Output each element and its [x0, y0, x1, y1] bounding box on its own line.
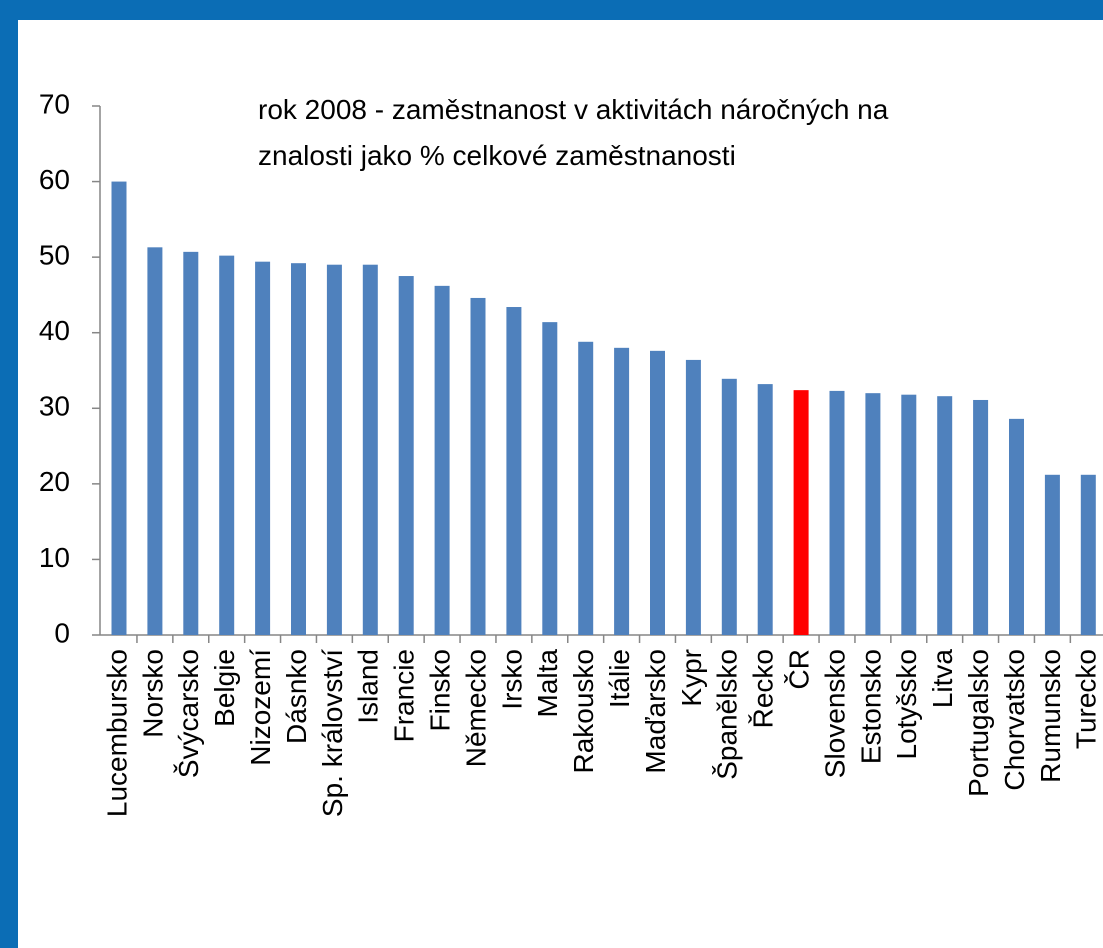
x-tick-label: Německo — [460, 649, 491, 767]
x-tick-label: Litva — [927, 649, 958, 709]
x-tick-label: ČR — [783, 649, 814, 689]
title-line: znalosti jako % celkové zaměstnanosti — [258, 140, 736, 171]
chart-title: rok 2008 - zaměstnanost v aktivitách nár… — [258, 94, 889, 171]
bar — [542, 322, 558, 635]
x-tick-label: Estonsko — [855, 649, 886, 764]
x-tick-label: Chorvatsko — [999, 649, 1030, 791]
x-tick-label: Itálie — [604, 649, 635, 708]
bar — [1080, 474, 1096, 635]
x-tick-label: Maďarsko — [640, 649, 671, 774]
x-tick-label: Slovensko — [819, 649, 850, 778]
bar — [1044, 474, 1060, 635]
x-tick-label: Belgie — [209, 649, 240, 727]
y-tick-label: 10 — [39, 542, 70, 573]
y-tick-label: 40 — [39, 315, 70, 346]
x-tick-label: Francie — [389, 649, 420, 742]
bar — [362, 264, 378, 635]
bar — [291, 263, 306, 635]
bar — [398, 276, 414, 635]
x-tick-label: Finsko — [424, 649, 455, 731]
y-tick-label: 30 — [39, 391, 70, 422]
x-tick-label: Lucembursko — [101, 649, 132, 817]
y-tick-label: 0 — [54, 617, 70, 648]
y-tick-label: 20 — [39, 466, 70, 497]
x-tick-label: Malta — [532, 649, 563, 718]
bar — [614, 347, 630, 635]
x-tick-label: Sp. království — [317, 649, 348, 817]
bar — [111, 181, 127, 636]
bar — [434, 285, 450, 635]
x-tick-label: Turecko — [1071, 649, 1102, 749]
y-tick-label: 60 — [39, 164, 70, 195]
y-tick-label: 50 — [39, 240, 70, 271]
x-tick-label: Kypr — [676, 649, 707, 707]
plot: 0 10 20 30 40 50 60 70 Lucembursko Norsko Švýcarsk… — [39, 88, 1103, 817]
bar — [721, 378, 737, 635]
bar — [973, 399, 989, 635]
bar — [219, 255, 235, 636]
slide — [18, 20, 1103, 948]
bar — [470, 297, 486, 635]
bar — [865, 393, 881, 635]
bar — [829, 390, 845, 635]
bar — [757, 384, 773, 635]
bar — [506, 307, 522, 635]
x-tick-label: Španělsko — [712, 649, 743, 780]
title-line: rok 2008 - zaměstnanost v aktivitách nár… — [258, 94, 889, 125]
bar — [326, 264, 342, 635]
x-tick-label: Irsko — [496, 649, 527, 710]
bar — [901, 394, 917, 635]
x-tick-label: Portugalsko — [963, 649, 994, 797]
bar — [183, 251, 199, 636]
x-tick-label: Norsko — [137, 649, 168, 738]
x-tick-label: Island — [353, 649, 384, 724]
bar — [793, 390, 809, 635]
x-tick-label: Lotyšsko — [891, 649, 922, 760]
bar — [685, 359, 701, 635]
bar — [937, 396, 953, 635]
x-tick-label: Rumunsko — [1035, 649, 1066, 783]
x-tick-label: Dásnko — [281, 649, 312, 744]
bar — [578, 341, 594, 635]
x-tick-label: Rakousko — [568, 649, 599, 774]
bar — [147, 247, 163, 635]
x-tick-label: Řecko — [748, 649, 779, 728]
x-tick-label: Švýcarsko — [173, 649, 204, 778]
x-tick-label: Nizozemí — [245, 649, 276, 766]
bar — [1009, 418, 1024, 635]
bar — [650, 350, 665, 635]
bar — [255, 261, 271, 635]
y-tick-label: 70 — [39, 88, 70, 119]
